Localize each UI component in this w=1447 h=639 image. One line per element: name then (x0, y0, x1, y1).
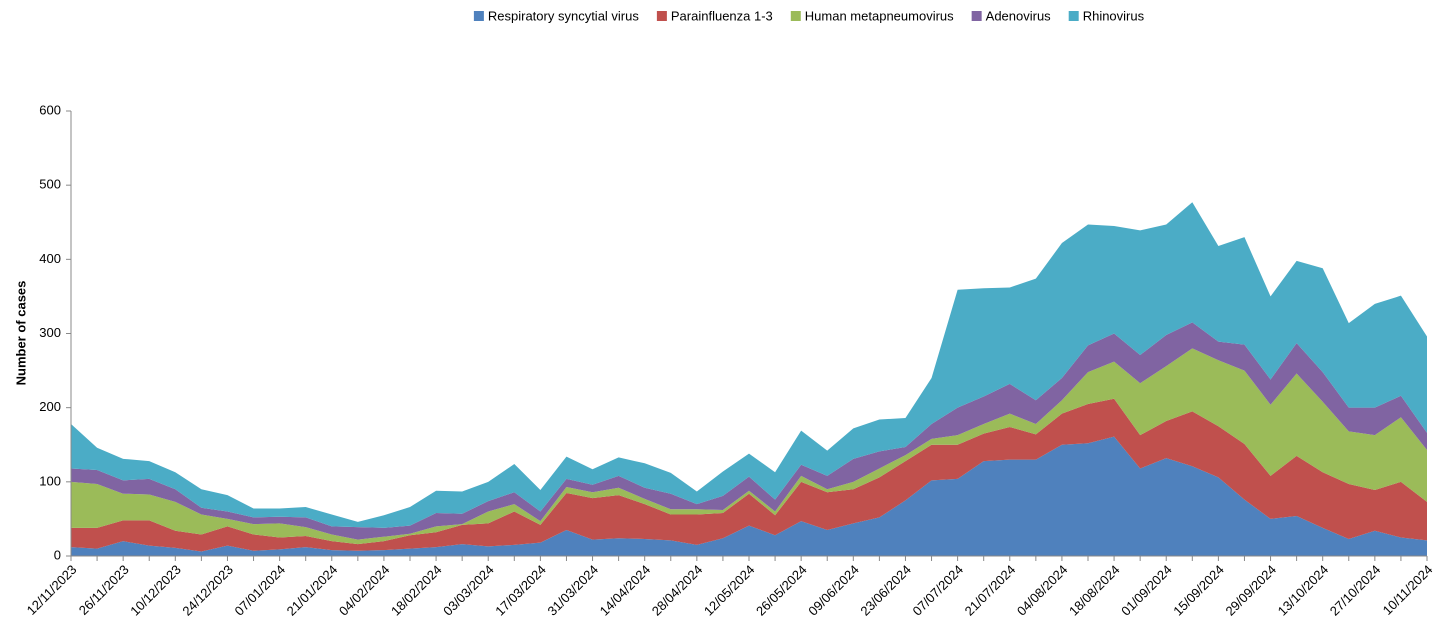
x-tick-label: 27/10/2024 (1327, 562, 1384, 619)
x-tick-label: 03/03/2024 (440, 562, 497, 619)
x-tick-label: 21/01/2024 (284, 562, 341, 619)
y-axis-label: Number of cases (13, 281, 28, 386)
x-tick-label: 09/06/2024 (805, 562, 862, 619)
x-tick-label: 26/11/2023 (76, 562, 132, 618)
area (71, 398, 1427, 552)
y-tick-label: 500 (39, 177, 61, 192)
x-tick-label: 26/05/2024 (753, 562, 810, 619)
x-tick-label: 29/09/2024 (1222, 562, 1279, 619)
y-tick-label: 300 (39, 325, 61, 340)
x-tick-label: 10/11/2024 (1380, 562, 1436, 618)
x-tick-label: 13/10/2024 (1275, 562, 1332, 619)
x-tick-label: 17/03/2024 (492, 562, 549, 619)
y-tick-label: 600 (39, 102, 61, 117)
legend-swatch (1068, 11, 1079, 21)
area (71, 348, 1427, 545)
x-tick-label: 01/09/2024 (1118, 562, 1175, 619)
area (71, 436, 1427, 556)
x-tick-label: 23/06/2024 (857, 562, 914, 619)
x-tick-label: 18/02/2024 (388, 562, 445, 619)
legend-label: Respiratory syncytial virus (488, 8, 639, 23)
legend-swatch (656, 11, 667, 21)
x-tick-label: 07/07/2024 (910, 562, 967, 619)
x-tick-label: 28/04/2024 (649, 562, 706, 619)
x-tick-label: 18/08/2024 (1066, 562, 1123, 619)
legend-label: Rhinovirus (1083, 8, 1145, 23)
x-tick-label: 07/01/2024 (232, 562, 289, 619)
legend-swatch (971, 11, 982, 21)
legend-label: Parainfluenza 1-3 (671, 8, 773, 23)
x-tick-label: 31/03/2024 (544, 562, 601, 619)
y-tick-label: 100 (39, 473, 61, 488)
legend-label: Adenovirus (986, 8, 1052, 23)
legend: Respiratory syncytial virus Parainfluenza… (473, 8, 1145, 23)
x-tick-label: 14/04/2024 (597, 562, 654, 619)
x-tick-label: 15/09/2024 (1170, 562, 1227, 619)
x-tick-label: 10/12/2023 (127, 562, 184, 619)
x-tick-label: 21/07/2024 (962, 562, 1019, 619)
x-tick-label: 12/05/2024 (701, 562, 758, 619)
legend-swatch (790, 11, 801, 21)
x-tick-label: 24/12/2023 (179, 562, 236, 619)
x-tick-label: 04/02/2024 (336, 562, 393, 619)
y-tick-label: 200 (39, 399, 61, 414)
x-tick-label: 12/11/2023 (24, 562, 80, 618)
legend-swatch (473, 11, 484, 21)
x-tick-label: 04/08/2024 (1014, 562, 1071, 619)
y-tick-label: 400 (39, 251, 61, 266)
legend-label: Human metapneumovirus (805, 8, 954, 23)
area (71, 202, 1427, 528)
y-tick-label: 0 (54, 547, 61, 562)
